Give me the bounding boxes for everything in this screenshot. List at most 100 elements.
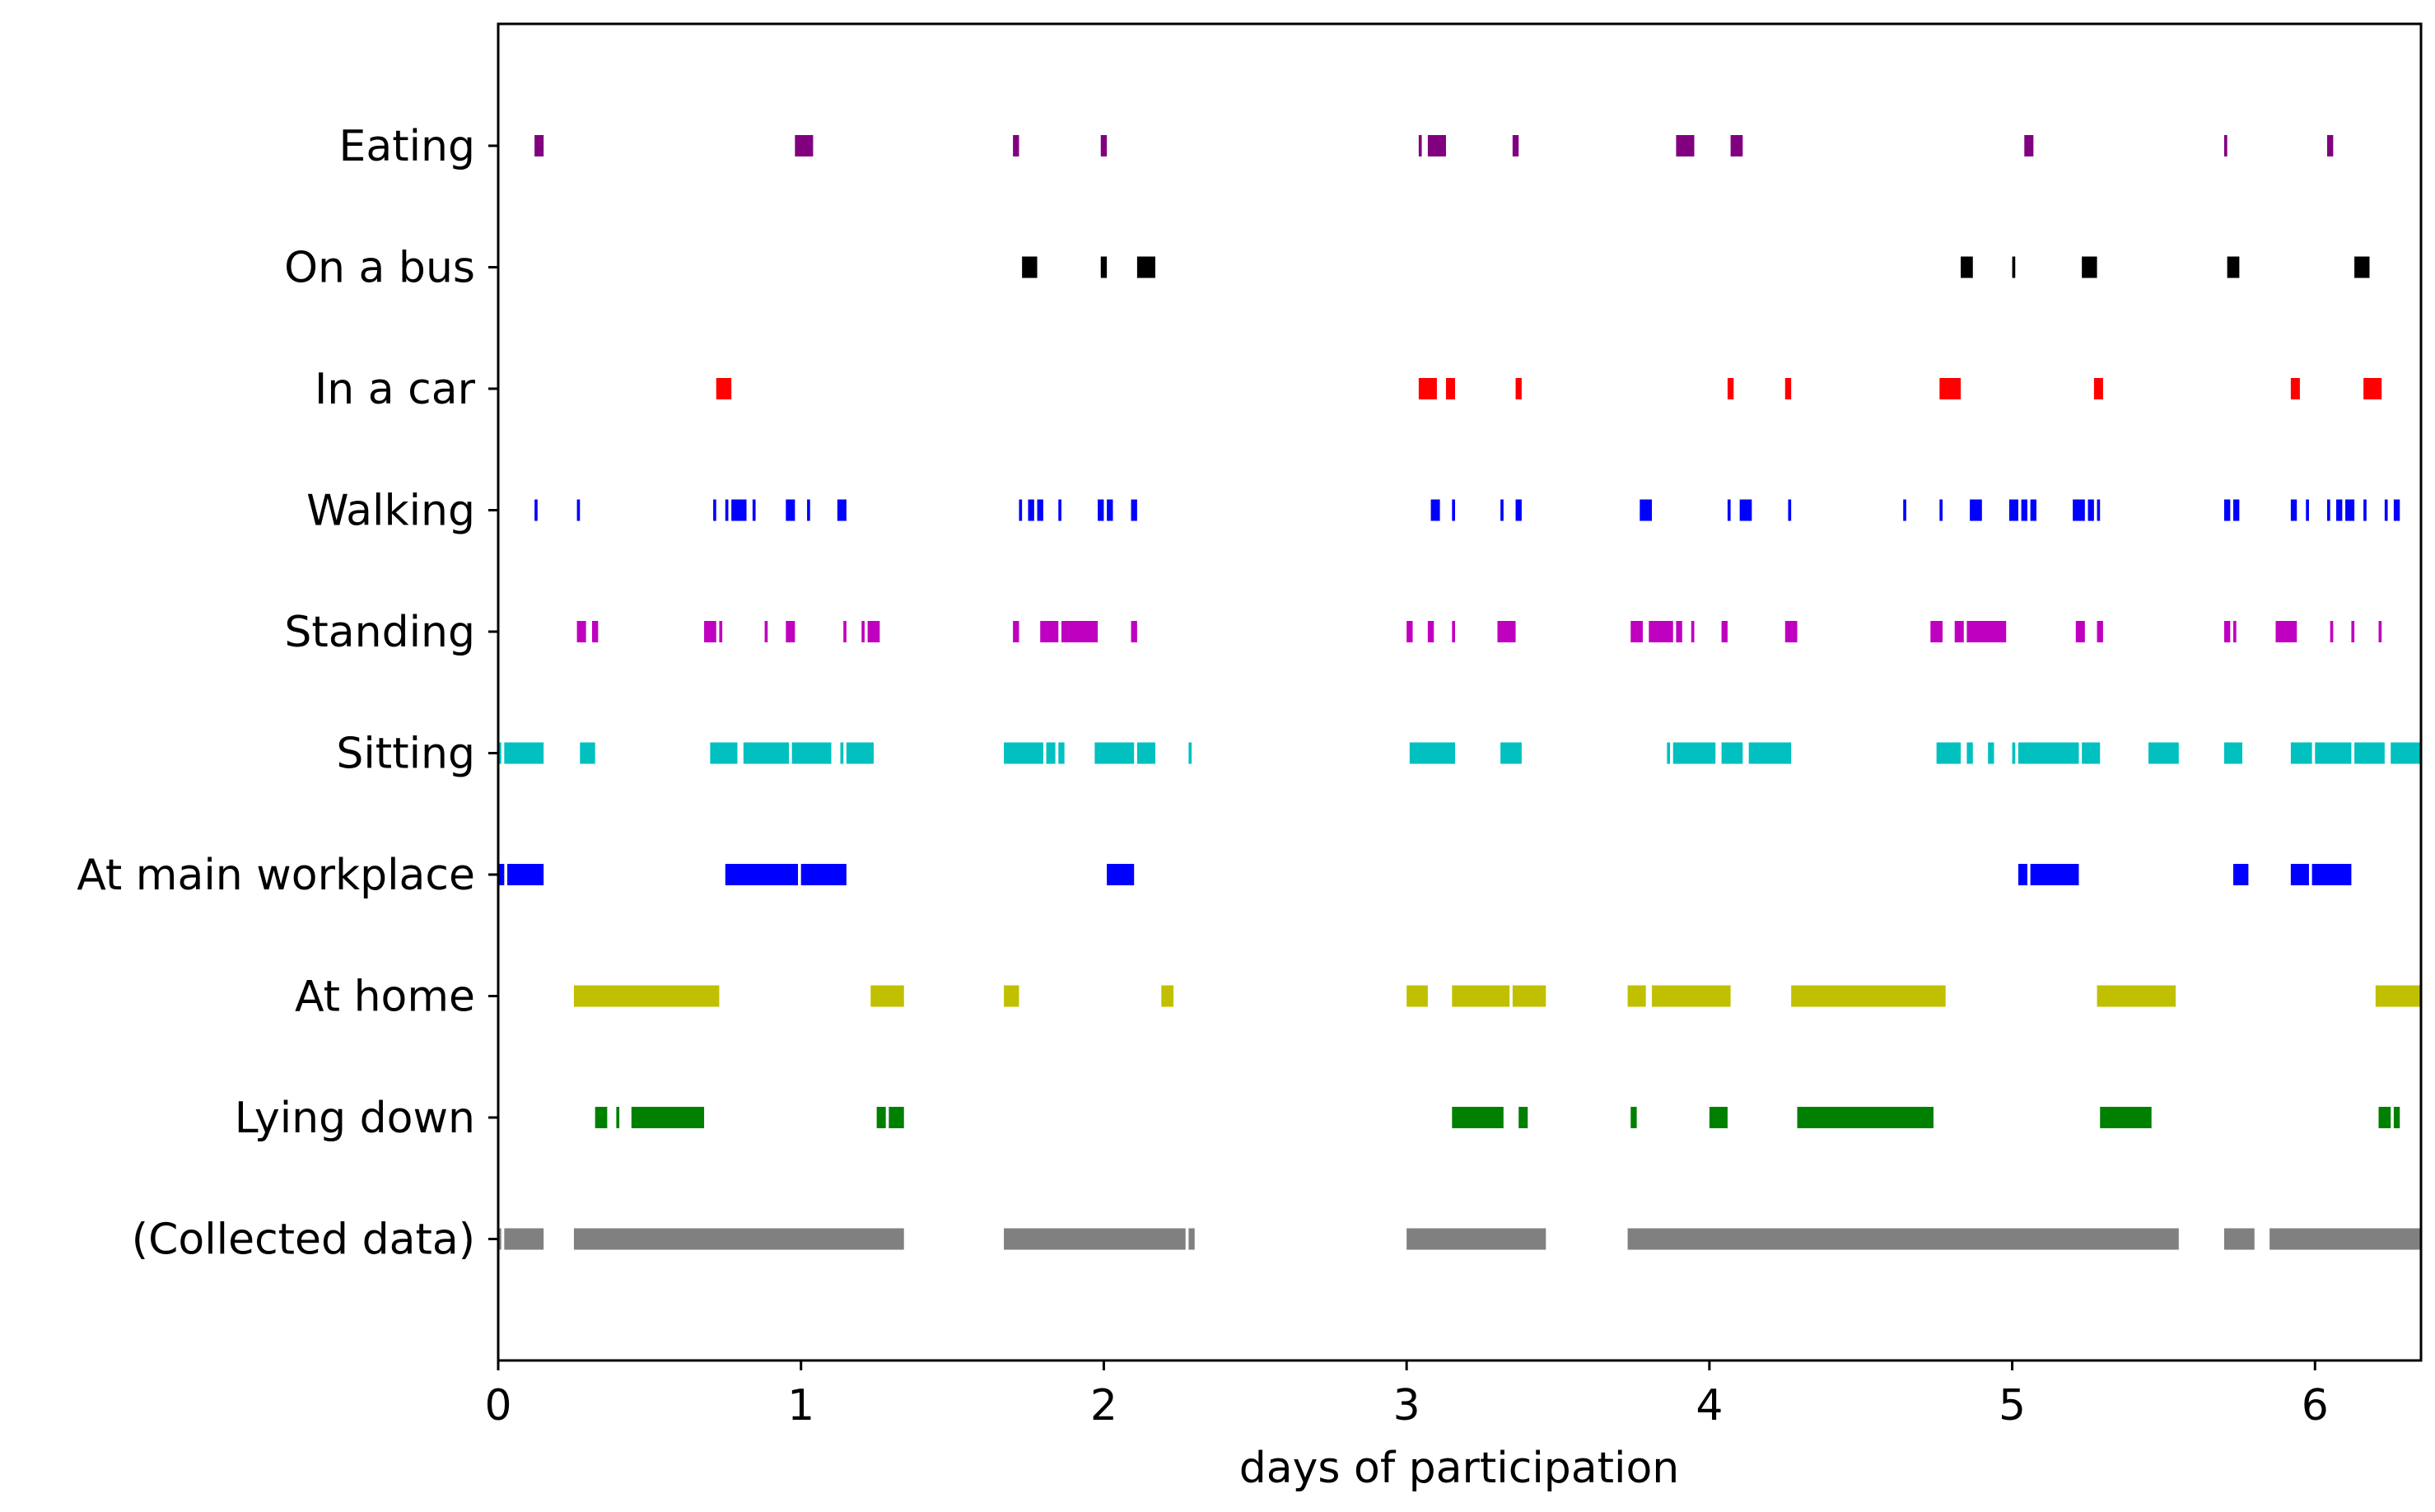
segment-eating: [534, 135, 544, 156]
segment-at-home: [1161, 985, 1174, 1007]
segment-at-main-workplace: [2030, 864, 2079, 885]
segment-standing: [1427, 621, 1434, 642]
segment-standing: [1966, 621, 2007, 642]
segment-on-a-bus: [1100, 256, 1108, 278]
segment-walking: [2030, 499, 2036, 521]
segment-at-main-workplace: [507, 864, 544, 885]
segment-sitting: [2012, 742, 2016, 764]
segment-walking: [1107, 499, 1113, 521]
series-standing: [576, 621, 2382, 642]
segment-collected-data: [498, 1228, 501, 1250]
segment-sitting: [2290, 742, 2312, 764]
segment-eating: [1100, 135, 1108, 156]
y-tick-label-in-a-car: In a car: [315, 365, 476, 414]
segment-lying-down: [631, 1107, 705, 1128]
segment-sitting: [504, 742, 544, 764]
segment-standing: [591, 621, 599, 642]
segment-eating: [1730, 135, 1743, 156]
segment-sitting: [2391, 742, 2421, 764]
segment-walking: [1028, 499, 1034, 521]
segment-standing: [719, 621, 723, 642]
segment-collected-data: [2269, 1228, 2421, 1250]
segment-walking: [1430, 499, 1440, 521]
segment-sitting: [1409, 742, 1455, 764]
segment-sitting: [1058, 742, 1065, 764]
segment-in-a-car: [2290, 378, 2300, 399]
segment-sitting: [1966, 742, 1973, 764]
segment-at-home: [2375, 985, 2421, 1007]
segment-at-home: [1512, 985, 1546, 1007]
segment-at-main-workplace: [1107, 864, 1135, 885]
y-tick-label-on-a-bus: On a bus: [284, 244, 475, 293]
segment-sitting: [580, 742, 595, 764]
segment-sitting: [1136, 742, 1155, 764]
x-tick-label-3: 3: [1393, 1381, 1420, 1430]
segment-in-a-car: [1939, 378, 1962, 399]
segment-standing: [867, 621, 880, 642]
segment-lying-down: [1518, 1107, 1528, 1128]
segment-eating: [1427, 135, 1446, 156]
segment-in-a-car: [1418, 378, 1437, 399]
series-collected-data: [498, 1228, 2421, 1250]
segment-at-home: [1452, 985, 1510, 1007]
segment-lying-down: [876, 1107, 886, 1128]
segment-eating: [2223, 135, 2227, 156]
plot-frame: [497, 22, 2423, 1362]
y-tick-label-eating: Eating: [338, 122, 475, 171]
segment-sitting: [1046, 742, 1056, 764]
segment-standing: [1131, 621, 1137, 642]
x-tick-label-6: 6: [2302, 1381, 2329, 1430]
segment-in-a-car: [716, 378, 732, 399]
segment-lying-down: [616, 1107, 620, 1128]
series-on-a-bus: [1022, 256, 2370, 278]
segment-lying-down: [1709, 1107, 1728, 1128]
series-eating: [534, 135, 2334, 156]
segment-sitting: [1672, 742, 1716, 764]
y-axis: Eating On a bus In a car Walking Standing Sit…: [77, 122, 498, 1265]
segment-walking: [2021, 499, 2027, 521]
segment-eating: [1418, 135, 1422, 156]
segment-standing: [1649, 621, 1673, 642]
segment-at-home: [1004, 985, 1019, 1007]
segment-at-main-workplace: [498, 864, 505, 885]
segment-lying-down: [2100, 1107, 2152, 1128]
segment-at-main-workplace: [2018, 864, 2027, 885]
segment-standing: [1721, 621, 1728, 642]
segment-lying-down: [1630, 1107, 1637, 1128]
segment-walking: [1727, 499, 1731, 521]
x-axis: 0 1 2 3 4 5 6: [484, 1360, 2329, 1430]
segment-standing: [764, 621, 768, 642]
segment-standing: [1013, 621, 1019, 642]
segment-standing: [1452, 621, 1455, 642]
segment-collected-data: [1004, 1228, 1186, 1250]
segment-walking: [807, 499, 810, 521]
segment-walking: [1098, 499, 1104, 521]
x-tick-label-1: 1: [787, 1381, 814, 1430]
segment-standing: [1691, 621, 1695, 642]
segment-on-a-bus: [2354, 256, 2370, 278]
segment-walking: [786, 499, 795, 521]
segment-sitting: [1500, 742, 1522, 764]
segment-sitting: [846, 742, 874, 764]
segment-walking: [2008, 499, 2018, 521]
segment-standing: [2330, 621, 2334, 642]
segment-walking: [725, 499, 729, 521]
segment-sitting: [2354, 742, 2385, 764]
segment-walking: [1058, 499, 1061, 521]
segment-standing: [2275, 621, 2297, 642]
segment-collected-data: [504, 1228, 544, 1250]
segment-walking: [2384, 499, 2388, 521]
segment-standing: [2378, 621, 2382, 642]
segment-eating: [1512, 135, 1519, 156]
segment-sitting: [2315, 742, 2352, 764]
series-in-a-car: [716, 378, 2382, 399]
segment-walking: [1640, 499, 1652, 521]
segment-standing: [1630, 621, 1643, 642]
segment-sitting: [1748, 742, 1792, 764]
segment-lying-down: [1452, 1107, 1504, 1128]
segment-standing: [2351, 621, 2355, 642]
segment-lying-down: [2378, 1107, 2391, 1128]
segment-walking: [752, 499, 756, 521]
segment-in-a-car: [2093, 378, 2103, 399]
